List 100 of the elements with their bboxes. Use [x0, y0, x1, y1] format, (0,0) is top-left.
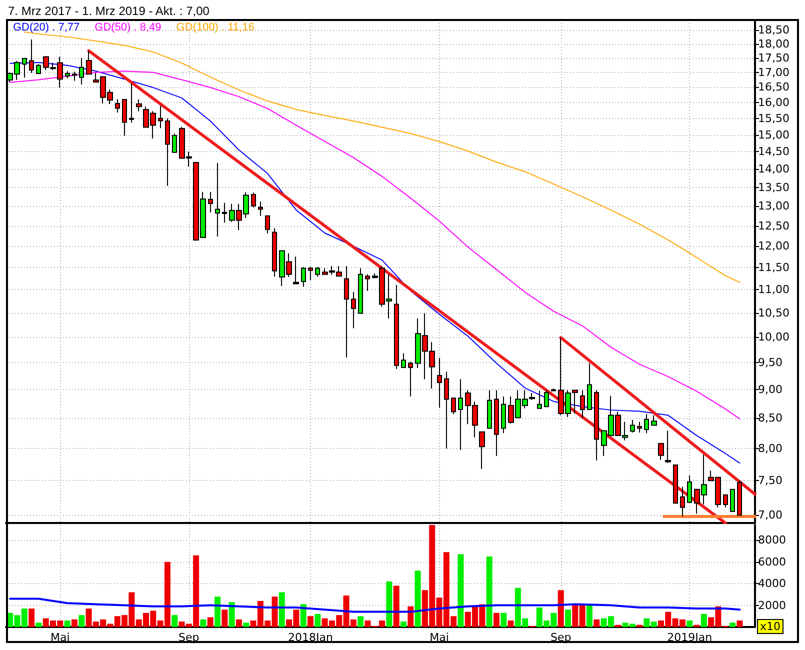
candlestick — [544, 390, 549, 408]
y-tick-label: 9,00 — [758, 383, 782, 396]
text: GD(50) . 8,49 — [94, 22, 162, 34]
y-tick-label: 18,50 — [758, 24, 790, 37]
bar — [736, 620, 743, 627]
candlestick — [737, 480, 742, 516]
bar — [228, 602, 235, 627]
candlestick — [65, 70, 70, 79]
candlestick — [129, 82, 134, 124]
candlestick — [665, 430, 671, 464]
candlestick — [494, 390, 499, 457]
bar — [222, 610, 228, 627]
bar — [172, 615, 178, 627]
bar — [700, 614, 707, 627]
bar — [236, 619, 242, 627]
candlestick — [501, 396, 506, 434]
bar — [200, 619, 206, 627]
bar — [243, 622, 250, 627]
y-tick-label: 12,00 — [758, 240, 790, 253]
candlestick — [315, 266, 320, 278]
candlestick — [165, 118, 170, 186]
x-tick-label: 2019Jan — [667, 631, 712, 644]
bar — [300, 604, 306, 627]
bar — [308, 616, 314, 627]
bar — [400, 622, 406, 627]
candlestick — [630, 419, 635, 434]
y-tick-label: 9,50 — [758, 356, 782, 370]
candlestick — [158, 105, 163, 129]
y-tick-label: 10,50 — [758, 306, 790, 320]
candlestick — [36, 64, 41, 75]
candlestick — [308, 266, 313, 281]
line-series — [9, 598, 741, 613]
x-tick-label: Mai — [430, 631, 449, 644]
bar — [414, 570, 421, 627]
candlestick — [293, 256, 299, 285]
y-tick-label: 8,00 — [758, 442, 782, 455]
candlestick — [651, 414, 657, 426]
candlestick — [22, 57, 27, 78]
candlestick — [479, 431, 485, 470]
y-tick-label: 16,50 — [758, 80, 790, 94]
bar — [594, 619, 600, 627]
bar — [358, 616, 364, 627]
y-tick-label: 8000 — [758, 534, 786, 547]
y-tick-label: 14,00 — [758, 162, 790, 176]
candlestick — [637, 421, 642, 434]
bar — [386, 581, 392, 627]
y-tick-label: 13,00 — [758, 200, 790, 213]
candlestick — [136, 98, 142, 112]
bar — [558, 590, 564, 627]
candlestick — [215, 162, 220, 238]
candlestick — [673, 464, 678, 504]
candlestick — [658, 443, 664, 460]
candlestick — [272, 228, 277, 278]
bar — [408, 606, 414, 627]
y-tick-label: 12,50 — [758, 219, 790, 232]
candlestick — [365, 274, 370, 292]
candlestick — [358, 268, 363, 314]
text: GD(100) . 11,16 — [176, 22, 254, 34]
y-tick-label: 11,00 — [758, 283, 790, 296]
candlestick — [258, 201, 263, 216]
candlestick — [72, 71, 77, 82]
y-tick-label: 4000 — [758, 577, 786, 590]
chart-title: 7. Mrz 2017 - 1. Mrz 2019 - Akt. : 7,00 — [8, 4, 210, 18]
candlestick — [687, 474, 692, 503]
x-tick-label: Sep — [178, 631, 200, 644]
y-tick-label: 15,00 — [758, 128, 790, 142]
line-series — [24, 32, 740, 283]
candlestick — [723, 494, 728, 508]
candlestick — [444, 371, 449, 449]
candlestick — [172, 132, 177, 154]
y-tick-label: 15,50 — [758, 112, 790, 125]
candlestick — [680, 486, 685, 518]
bar — [586, 605, 592, 627]
bar — [493, 612, 500, 627]
y-tick-label: 16,00 — [758, 96, 790, 110]
y-tick-label: 11,50 — [758, 260, 790, 274]
y-tick-label: 8,50 — [758, 412, 782, 425]
y-tick-label: 14,50 — [758, 145, 790, 158]
candlestick — [451, 397, 456, 415]
candlestick — [537, 390, 542, 409]
candlestick — [115, 98, 120, 114]
candlestick — [730, 488, 735, 512]
x-tick-label: Mai — [50, 631, 70, 644]
bar — [565, 610, 572, 627]
y-tick-label: 18,00 — [758, 37, 790, 50]
candlestick — [251, 192, 256, 208]
y-tick-label: 17,50 — [758, 51, 790, 64]
y-tick-label: 7,00 — [758, 508, 782, 522]
candlestick — [644, 414, 649, 434]
bar — [314, 614, 321, 627]
bar — [458, 554, 464, 627]
bar — [78, 615, 85, 627]
bar — [486, 556, 492, 627]
bar — [214, 596, 221, 627]
bar — [28, 608, 35, 627]
candlestick — [79, 57, 84, 86]
candlestick — [265, 215, 270, 234]
candlestick — [208, 191, 213, 213]
candlestick — [222, 202, 227, 224]
y-tick-label: 6000 — [758, 555, 786, 568]
